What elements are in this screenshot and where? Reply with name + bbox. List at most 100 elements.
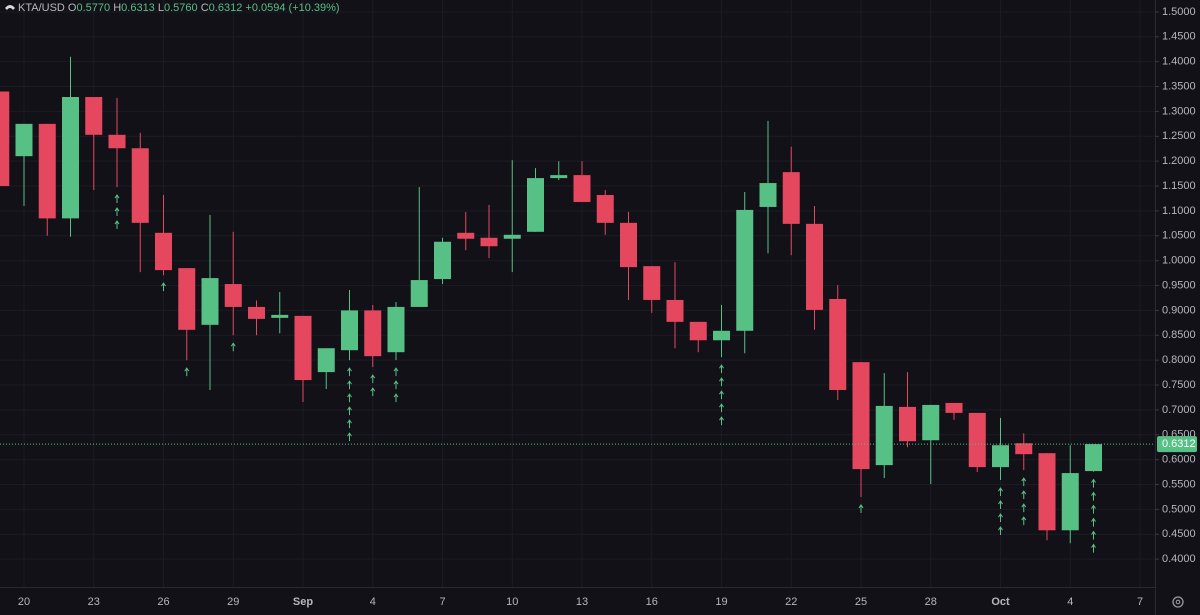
candle-body bbox=[480, 237, 498, 247]
signal-arrow bbox=[347, 393, 352, 403]
candle-body bbox=[666, 299, 684, 322]
signal-arrow bbox=[1021, 490, 1027, 500]
y-tick-label: 0.4000 bbox=[1162, 553, 1196, 565]
candle-body bbox=[875, 405, 893, 466]
last-price-box bbox=[1157, 436, 1197, 453]
candle-body bbox=[108, 134, 126, 149]
candle-body bbox=[945, 402, 963, 413]
settings-icon[interactable] bbox=[1172, 596, 1184, 608]
signal-arrow bbox=[347, 432, 352, 442]
symbol: KTA/USD bbox=[18, 2, 65, 14]
candle-body bbox=[271, 314, 289, 318]
signal-arrow bbox=[719, 403, 724, 413]
ohlc-key: H bbox=[113, 2, 122, 14]
last-price-label: 0.6312 bbox=[1162, 438, 1196, 450]
ohlc-key: C bbox=[200, 2, 209, 14]
signal-arrow bbox=[1091, 504, 1096, 514]
y-tick-label: 0.4500 bbox=[1162, 528, 1196, 540]
signal-arrow bbox=[1021, 516, 1027, 526]
x-tick-label: Sep bbox=[293, 596, 313, 608]
y-tick-label: 0.7500 bbox=[1162, 379, 1196, 391]
candle-body bbox=[387, 306, 405, 353]
ohlc-value: 0.5770 bbox=[76, 2, 111, 14]
candle-body bbox=[782, 172, 800, 224]
y-tick-label: 1.2000 bbox=[1162, 155, 1196, 167]
y-tick-label: 0.8500 bbox=[1162, 329, 1196, 341]
y-tick-label: 1.3500 bbox=[1162, 80, 1196, 92]
signal-arrow bbox=[347, 380, 352, 390]
y-tick-label: 0.9000 bbox=[1162, 304, 1196, 316]
x-tick-label: 20 bbox=[18, 596, 30, 608]
x-tick-label: 10 bbox=[506, 596, 518, 608]
candle-body bbox=[550, 175, 568, 179]
signal-arrow bbox=[1091, 491, 1096, 501]
signal-arrow bbox=[719, 364, 724, 374]
candle-body bbox=[899, 406, 916, 442]
candle-body bbox=[15, 123, 33, 157]
candle-body bbox=[0, 91, 10, 187]
candle-body bbox=[713, 330, 730, 341]
y-tick-label: 1.5000 bbox=[1162, 6, 1196, 18]
candle-body bbox=[317, 348, 335, 373]
signal-arrow bbox=[161, 282, 166, 292]
signal-arrow bbox=[114, 207, 120, 217]
signal-arrow bbox=[998, 500, 1003, 510]
x-tick-label: 23 bbox=[88, 596, 100, 608]
candle-body bbox=[922, 404, 940, 441]
candle-body bbox=[689, 321, 707, 341]
candle-body bbox=[852, 362, 870, 470]
x-tick-label: 4 bbox=[1067, 596, 1073, 608]
signal-arrow bbox=[114, 220, 120, 230]
candle-body bbox=[736, 209, 754, 331]
x-tick-label: 16 bbox=[646, 596, 658, 608]
candle-body bbox=[806, 223, 823, 310]
settings-gear[interactable] bbox=[1172, 596, 1184, 608]
candle-body bbox=[201, 278, 219, 325]
signal-arrow bbox=[1091, 478, 1096, 488]
settings-gear-center[interactable] bbox=[1175, 599, 1181, 605]
y-tick-label: 0.8000 bbox=[1162, 354, 1196, 366]
symbol-header: KTA/USD O0.5770 H0.6313 L0.5760 C0.6312 … bbox=[4, 2, 340, 14]
x-tick-label: 13 bbox=[576, 596, 588, 608]
signal-arrow bbox=[114, 194, 120, 204]
candle-body bbox=[341, 310, 358, 351]
y-tick-label: 1.1500 bbox=[1162, 180, 1196, 192]
candle-body bbox=[155, 232, 172, 271]
signal-arrow bbox=[393, 393, 399, 403]
ohlc-value: 0.6313 bbox=[121, 2, 155, 14]
candle-body bbox=[294, 315, 312, 381]
x-tick-label: 7 bbox=[1137, 596, 1143, 608]
signal-arrow bbox=[1091, 543, 1096, 553]
plot bbox=[0, 56, 1102, 553]
signal-arrow bbox=[998, 526, 1003, 536]
signal-arrow bbox=[719, 416, 724, 426]
candle-body bbox=[829, 298, 847, 390]
y-tick-label: 1.0000 bbox=[1162, 255, 1196, 267]
candle-body bbox=[1085, 444, 1102, 472]
x-tick-label: 7 bbox=[439, 596, 445, 608]
x-tick-label: 26 bbox=[157, 596, 169, 608]
candle-body bbox=[434, 241, 451, 280]
candle-body bbox=[620, 222, 637, 268]
signal-arrow bbox=[1021, 503, 1027, 513]
candle-body bbox=[596, 195, 614, 223]
ohlc-key: O bbox=[67, 2, 77, 14]
y-tick-label: 0.6000 bbox=[1162, 454, 1196, 466]
ohlc-key: L bbox=[157, 2, 164, 14]
symbol-icon bbox=[5, 5, 15, 10]
y-tick-label: 0.9500 bbox=[1162, 279, 1196, 291]
signal-arrow bbox=[370, 387, 376, 397]
candle-body bbox=[62, 97, 79, 219]
x-tick-label: 25 bbox=[855, 596, 867, 608]
signal-arrow bbox=[858, 504, 864, 513]
signal-arrow bbox=[719, 390, 724, 400]
ohlc-value: 0.5760 bbox=[164, 2, 198, 14]
signal-arrow bbox=[1021, 477, 1027, 487]
signal-arrow bbox=[347, 406, 352, 416]
candle-body bbox=[759, 183, 777, 207]
signal-arrow bbox=[393, 367, 399, 377]
candle-body bbox=[38, 123, 56, 219]
signal-arrow bbox=[719, 377, 724, 387]
